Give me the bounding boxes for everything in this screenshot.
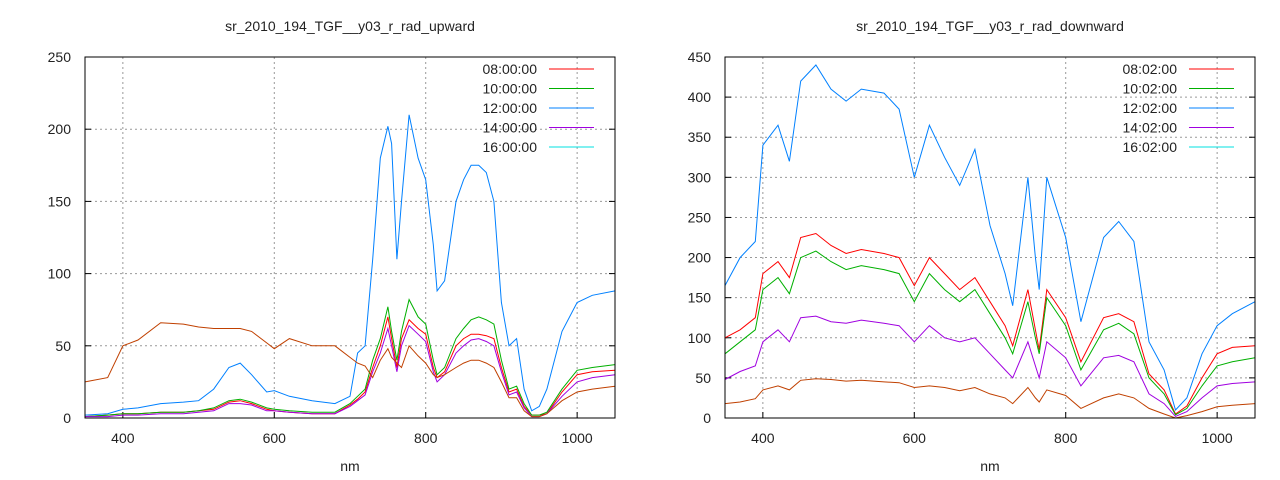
x-tick-label: 800 [1054, 430, 1078, 446]
x-tick-label: 800 [414, 430, 438, 446]
x-tick-label: 600 [903, 430, 927, 446]
x-tick-label: 400 [111, 430, 135, 446]
y-tick-label: 100 [48, 266, 72, 282]
y-tick-label: 150 [688, 290, 712, 306]
series-line-100000 [84, 298, 616, 418]
y-tick-label: 0 [63, 410, 71, 426]
series-line-100200 [724, 250, 1256, 416]
series-line-160200 [724, 378, 1256, 419]
y-tick-label: 250 [48, 49, 72, 65]
legend-label: 08:00:00 [483, 61, 538, 77]
x-tick-label: 1000 [562, 430, 593, 446]
x-tick-label: 400 [751, 430, 775, 446]
x-axis-label: nm [980, 458, 999, 474]
plot-frame [84, 56, 616, 419]
y-tick-label: 300 [688, 169, 712, 185]
y-tick-label: 250 [688, 209, 712, 225]
series-line-160000 [84, 322, 616, 418]
series-line-140200 [724, 315, 1256, 417]
y-tick-label: 450 [688, 49, 712, 65]
series-line-080000 [84, 316, 616, 418]
chart-panel-2: 400 600 800 1000 0 50 100 150 200 250 300 350 400 450… [688, 18, 1256, 474]
chart-panel-1: 400 600 800 1000 0 50 100 150 200 250 08:00:00 10:0… [48, 18, 616, 474]
y-tick-label: 50 [55, 338, 71, 354]
legend-label: 16:00:00 [483, 139, 538, 155]
legend-label: 10:02:00 [1123, 81, 1178, 97]
legend-label: 12:02:00 [1123, 100, 1178, 116]
series-line-080200 [724, 232, 1256, 415]
legend-label: 14:00:00 [483, 120, 538, 136]
legend-label: 08:02:00 [1123, 61, 1178, 77]
legend-label: 16:02:00 [1123, 139, 1178, 155]
legend-label: 14:02:00 [1123, 120, 1178, 136]
y-tick-label: 0 [703, 410, 711, 426]
series-line-120200 [724, 64, 1256, 411]
chart-title: sr_2010_194_TGF__y03_r_rad_upward [225, 18, 475, 34]
y-tick-label: 350 [688, 129, 712, 145]
y-tick-label: 50 [695, 370, 711, 386]
y-tick-label: 200 [48, 121, 72, 137]
plot-frame [724, 56, 1256, 419]
x-axis-label: nm [340, 458, 359, 474]
legend-label: 12:00:00 [483, 100, 538, 116]
y-tick-label: 100 [688, 330, 712, 346]
chart-title: sr_2010_194_TGF__y03_r_rad_downward [856, 18, 1124, 34]
series-line-140000 [85, 324, 616, 418]
series-line-120000 [84, 114, 616, 416]
x-tick-label: 1000 [1202, 430, 1233, 446]
y-tick-label: 150 [48, 193, 72, 209]
x-tick-label: 600 [263, 430, 287, 446]
legend-label: 10:00:00 [483, 81, 538, 97]
y-tick-label: 200 [688, 250, 712, 266]
y-tick-label: 400 [688, 89, 712, 105]
